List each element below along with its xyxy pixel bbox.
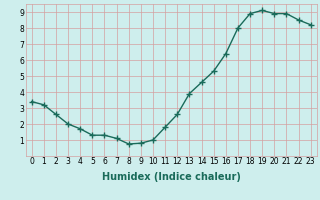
X-axis label: Humidex (Indice chaleur): Humidex (Indice chaleur)	[102, 172, 241, 182]
